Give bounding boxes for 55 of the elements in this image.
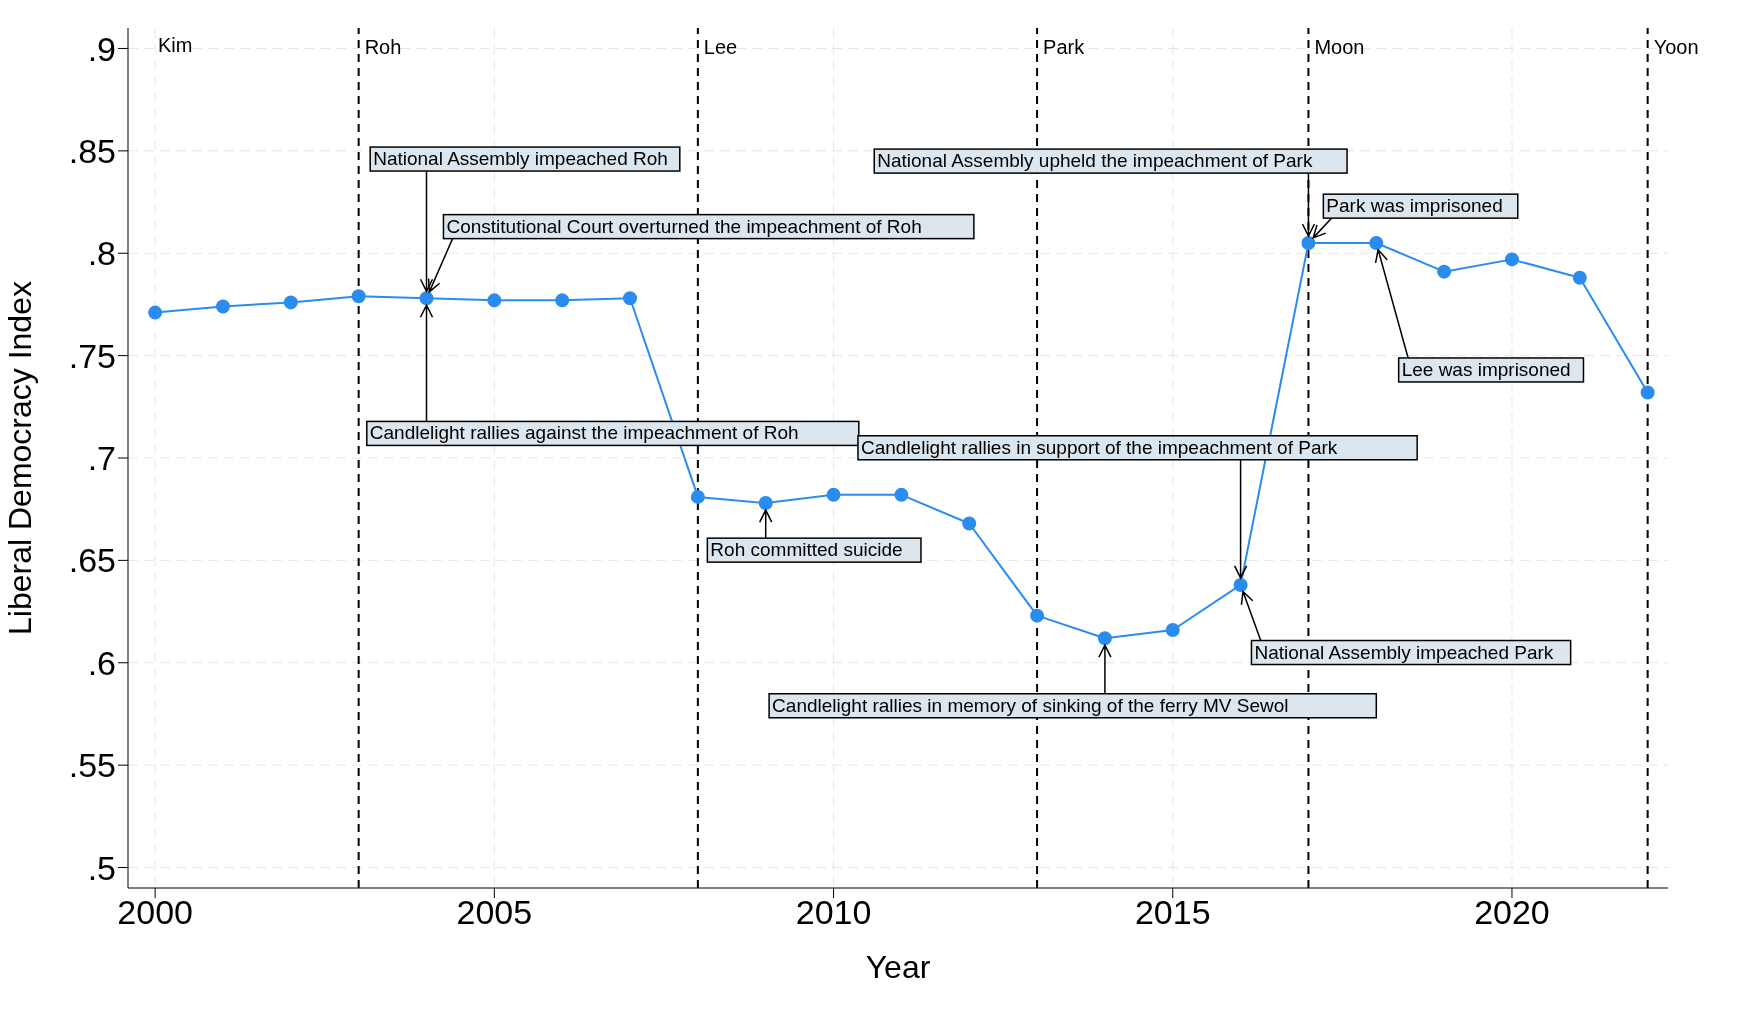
y-tick-label: .5 xyxy=(87,848,116,887)
ref-line-label: Lee xyxy=(703,36,738,58)
point xyxy=(1437,264,1452,279)
point xyxy=(1504,252,1519,267)
annotation: Candlelight rallies in support of the impeachment of Park xyxy=(860,436,1338,458)
point xyxy=(826,487,841,502)
annotation: Candlelight rallies against the impeachment of Roh xyxy=(369,422,799,444)
annotation: National Assembly impeached Park xyxy=(1254,641,1554,663)
x-tick-label: 2015 xyxy=(1134,893,1211,932)
x-tick-label: 2005 xyxy=(456,893,533,932)
annotation: Constitutional Court overturned the impeachment of Roh xyxy=(446,215,922,237)
point xyxy=(351,289,366,304)
point xyxy=(148,305,163,320)
x-tick-label: 2000 xyxy=(117,893,193,932)
y-tick-label: .85 xyxy=(68,131,116,170)
point xyxy=(690,489,705,504)
annotation: Lee was imprisoned xyxy=(1401,358,1571,380)
point xyxy=(894,487,909,502)
point xyxy=(215,299,230,314)
annotation: National Assembly impeached Roh xyxy=(373,148,668,170)
x-axis-title: Year xyxy=(865,949,931,985)
point xyxy=(419,291,434,306)
ref-line-label: Roh xyxy=(364,36,402,58)
point xyxy=(555,293,570,308)
point xyxy=(1165,623,1180,637)
point xyxy=(1301,236,1316,250)
point xyxy=(962,516,977,531)
y-tick-label: .8 xyxy=(87,234,116,273)
annotation: Roh committed suicide xyxy=(710,539,903,561)
x-tick-label: 2020 xyxy=(1474,893,1550,932)
point xyxy=(283,295,298,310)
ref-line-label: Moon xyxy=(1314,36,1365,58)
annotation: National Assembly upheld the impeachment of Park xyxy=(877,150,1313,172)
y-tick-label: .55 xyxy=(68,746,116,785)
y-axis-title: Liberal Democracy Index xyxy=(2,281,39,635)
annotation: Kim xyxy=(158,34,193,56)
point xyxy=(1640,385,1655,400)
y-tick-label: .65 xyxy=(68,541,116,580)
annotation: Candlelight rallies in memory of sinking of the ferry MV Sewol xyxy=(772,694,1289,716)
point xyxy=(623,291,638,306)
point xyxy=(1030,608,1045,623)
ref-line-label: Park xyxy=(1043,36,1086,58)
annotation: Park was imprisoned xyxy=(1326,195,1503,217)
y-tick-label: .9 xyxy=(87,29,116,68)
point xyxy=(758,496,773,511)
x-tick-label: 2010 xyxy=(795,893,872,932)
y-tick-label: .7 xyxy=(87,439,116,478)
point xyxy=(1097,631,1112,646)
y-tick-label: .6 xyxy=(87,643,116,682)
point xyxy=(1572,270,1587,285)
point xyxy=(1369,236,1384,250)
point xyxy=(1233,577,1248,592)
ref-line-label: Yoon xyxy=(1653,36,1699,58)
point xyxy=(487,293,502,308)
y-tick-label: .75 xyxy=(68,336,116,375)
